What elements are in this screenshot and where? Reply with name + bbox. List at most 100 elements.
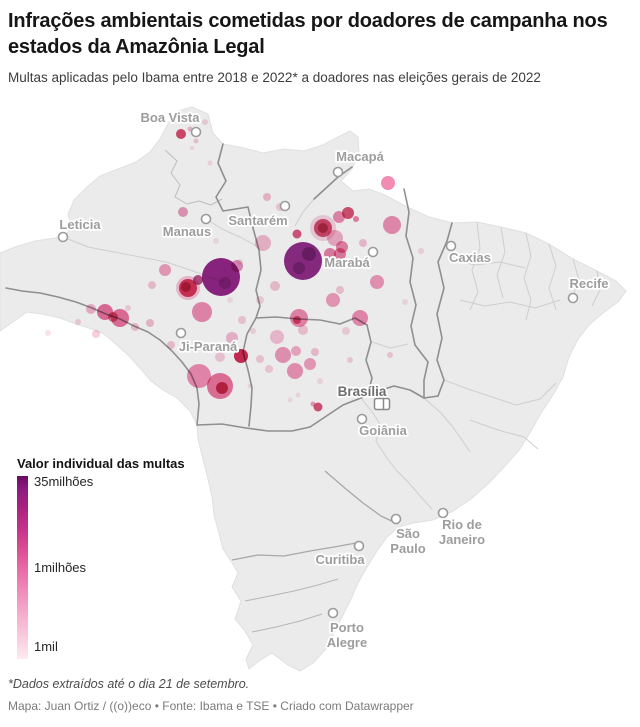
legend-min-label: 1mil [34,639,58,654]
legend-title: Valor individual das multas [17,456,185,471]
fine-bubble[interactable] [334,248,346,260]
fine-bubble[interactable] [256,355,264,363]
fine-bubble[interactable] [108,312,118,322]
fine-bubble[interactable] [181,282,191,292]
fine-bubble[interactable] [238,316,246,324]
fine-bubble[interactable] [176,129,186,139]
city-marker [327,607,339,619]
fine-bubble[interactable] [370,275,384,289]
fine-bubble[interactable] [219,277,231,289]
fine-bubble[interactable] [402,299,408,305]
fine-bubble[interactable] [302,247,316,261]
fine-bubble[interactable] [256,296,264,304]
fine-bubble[interactable] [313,402,323,412]
state-borders-light [62,149,601,633]
fine-bubble[interactable] [187,364,211,388]
fine-bubble[interactable] [418,248,424,254]
city-label: Paulo [390,541,425,556]
fine-bubble[interactable] [226,332,238,344]
city-labels-layer: Boa Vista Macapá Leticia Manaus Santarém Mara… [58,108,611,652]
fine-bubble[interactable] [310,401,316,407]
fine-bubble[interactable] [193,138,199,144]
fine-bubble[interactable] [318,223,328,233]
city-label: Leticia [59,217,101,232]
fine-bubble[interactable] [311,348,319,356]
fine-bubble[interactable] [381,176,395,190]
fine-bubble[interactable] [213,238,219,244]
fine-bubble[interactable] [348,258,356,266]
fine-bubble[interactable] [275,347,291,363]
fine-bubble[interactable] [359,239,367,247]
fine-bubble[interactable] [304,358,316,370]
city-label: Porto [330,620,364,635]
fine-bubble[interactable] [192,302,212,322]
fine-bubble[interactable] [287,363,303,379]
fine-bubble[interactable] [383,216,401,234]
fine-bubble[interactable] [270,281,280,291]
fine-bubble[interactable] [364,260,370,266]
fine-bubble[interactable] [293,316,301,324]
fine-bubble[interactable] [131,323,139,331]
fine-bubble[interactable] [92,330,100,338]
legend-gradient-bar [17,476,28,659]
fine-bubble[interactable] [298,325,308,335]
fine-bubble[interactable] [215,352,225,362]
fine-bubble[interactable] [75,319,81,325]
fine-bubble[interactable] [234,349,248,363]
legend-body: 35milhões 1milhões 1mil [17,474,207,659]
state-borders-dark [5,143,453,432]
fine-bubble[interactable] [324,248,336,260]
fine-bubble[interactable] [190,146,194,150]
fine-bubble[interactable] [202,119,208,125]
fine-bubble[interactable] [148,281,156,289]
fine-bubble[interactable] [202,258,240,296]
fine-bubble[interactable] [333,211,345,223]
fine-bubble[interactable] [387,352,393,358]
city-marker [57,231,69,243]
fine-bubble[interactable] [342,327,350,335]
fine-bubble[interactable] [250,328,256,334]
fine-bubble[interactable] [287,397,293,403]
fine-bubble[interactable] [45,330,51,336]
fine-bubble[interactable] [284,242,322,280]
fine-bubble[interactable] [265,365,273,373]
fine-bubble[interactable] [342,207,354,219]
fine-bubble[interactable] [159,264,171,276]
fine-bubble[interactable] [216,382,228,394]
fine-bubble[interactable] [317,378,323,384]
city-marker [190,126,202,138]
fine-bubble[interactable] [291,346,301,356]
fine-bubble[interactable] [336,286,344,294]
legend-mid-label: 1milhões [34,560,87,575]
city-marker [175,327,187,339]
fine-bubble[interactable] [125,305,131,311]
city-label: Janeiro [439,532,485,547]
fine-bubble[interactable] [227,297,233,303]
fine-bubble[interactable] [292,229,302,239]
fine-bubble[interactable] [263,193,271,201]
city-label: Caxias [449,250,491,265]
fine-bubble[interactable] [196,340,202,346]
fine-bubble[interactable] [178,207,188,217]
fine-bubble[interactable] [146,319,154,327]
fine-bubble[interactable] [270,330,284,344]
credit-line: Mapa: Juan Ortiz / ((o))eco • Fonte: Iba… [8,699,414,713]
city-marker [390,513,402,525]
city-label: Santarém [228,213,287,228]
fine-bubble[interactable] [326,293,340,307]
fine-bubble[interactable] [247,383,253,389]
fine-bubble[interactable] [193,275,203,285]
fine-bubble[interactable] [86,304,96,314]
city-marker [445,240,457,252]
fine-bubble[interactable] [352,310,368,326]
fine-bubble[interactable] [207,160,213,166]
city-marker [332,166,344,178]
fine-bubble[interactable] [167,341,175,349]
fine-bubble[interactable] [293,262,305,274]
fine-bubble[interactable] [353,216,359,222]
fine-bubble[interactable] [295,392,301,398]
fine-bubble[interactable] [255,235,271,251]
fine-bubble[interactable] [347,357,353,363]
